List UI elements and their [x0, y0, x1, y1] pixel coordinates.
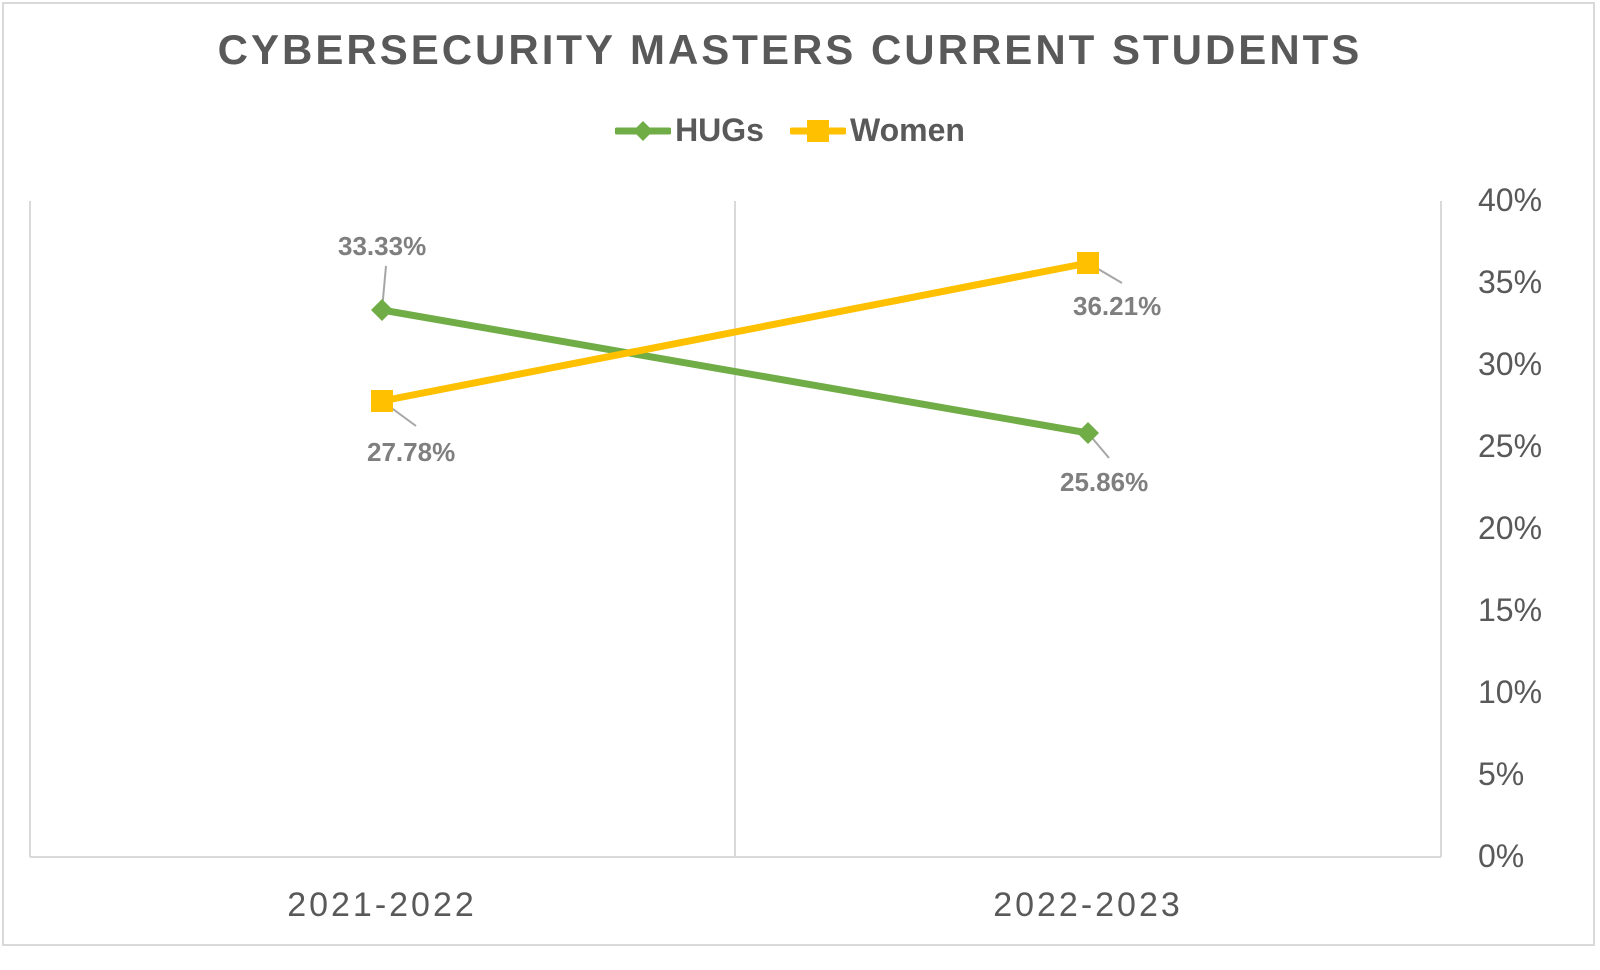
- chart-title: CYBERSECURITY MASTERS CURRENT STUDENTS: [217, 26, 1363, 73]
- data-point-women-2022-2023[interactable]: [1077, 252, 1099, 274]
- y-tick-20: 20%: [1478, 510, 1543, 546]
- data-label-hugs-2022-2023: 25.86%: [1060, 467, 1149, 497]
- y-tick-10: 10%: [1478, 674, 1543, 710]
- data-label-women-2022-2023: 36.21%: [1073, 291, 1162, 321]
- square-marker-icon: [789, 119, 846, 142]
- chart-frame: [2, 2, 1595, 946]
- legend-item-women[interactable]: Women: [789, 112, 965, 149]
- data-point-women-2021-2022[interactable]: [371, 390, 393, 412]
- y-tick-5: 5%: [1478, 756, 1525, 792]
- y-tick-25: 25%: [1478, 428, 1543, 464]
- legend-label-women: Women: [849, 112, 965, 148]
- data-label-women-2021-2022: 27.78%: [367, 437, 456, 467]
- y-tick-40: 40%: [1478, 182, 1543, 218]
- data-point-hugs-2021-2022[interactable]: [371, 299, 393, 321]
- y-tick-15: 15%: [1478, 592, 1543, 628]
- data-point-hugs-2022-2023[interactable]: [1077, 422, 1099, 444]
- legend: HUGs Women: [0, 112, 1580, 149]
- series-line-women[interactable]: [381, 259, 1089, 405]
- x-tick-2021-2022: 2021-2022: [287, 886, 477, 924]
- y-tick-30: 30%: [1478, 346, 1543, 382]
- legend-label-hugs: HUGs: [675, 112, 764, 148]
- series-line-hugs[interactable]: [381, 306, 1089, 437]
- y-tick-0: 0%: [1478, 838, 1525, 874]
- x-tick-2022-2023: 2022-2023: [993, 886, 1183, 924]
- y-tick-35: 35%: [1478, 264, 1543, 300]
- legend-item-hugs[interactable]: HUGs: [615, 112, 764, 149]
- diamond-marker-icon: [615, 120, 672, 141]
- data-label-hugs-2021-2022: 33.33%: [338, 231, 427, 261]
